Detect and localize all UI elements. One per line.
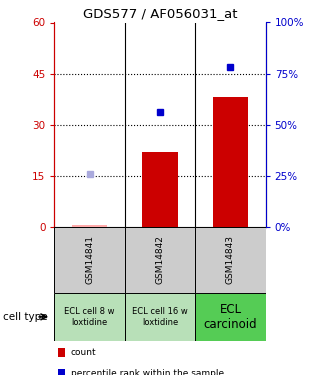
Title: GDS577 / AF056031_at: GDS577 / AF056031_at <box>83 7 237 20</box>
Text: ECL cell 16 w
loxtidine: ECL cell 16 w loxtidine <box>132 307 188 327</box>
Text: GSM14842: GSM14842 <box>155 235 165 284</box>
Bar <box>143 152 178 227</box>
Text: percentile rank within the sample: percentile rank within the sample <box>71 369 224 375</box>
Bar <box>125 227 195 292</box>
Text: GSM14841: GSM14841 <box>85 235 94 284</box>
Bar <box>58 348 65 357</box>
Text: ECL
carcinoid: ECL carcinoid <box>204 303 257 331</box>
Bar <box>58 369 65 375</box>
Bar <box>195 227 266 292</box>
Bar <box>54 227 125 292</box>
Bar <box>125 292 195 341</box>
Bar <box>213 98 248 227</box>
Text: GSM14843: GSM14843 <box>226 235 235 284</box>
Text: cell type: cell type <box>3 312 48 322</box>
Text: ECL cell 8 w
loxtidine: ECL cell 8 w loxtidine <box>64 307 115 327</box>
Bar <box>195 292 266 341</box>
Bar <box>54 292 125 341</box>
Text: count: count <box>71 348 97 357</box>
Bar <box>72 225 107 227</box>
